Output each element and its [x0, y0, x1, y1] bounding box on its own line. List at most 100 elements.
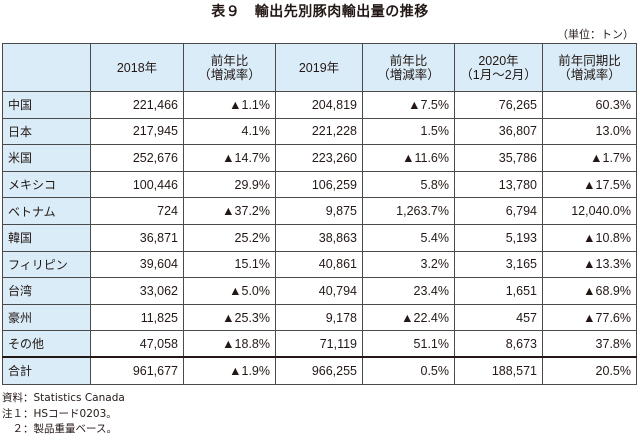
table-title: 表９ 輸出先別豚肉輸出量の推移 [211, 4, 429, 20]
cell-v2020: 35,786 [454, 144, 543, 172]
cell-r2018: 25.2% [183, 223, 276, 252]
cell-v2020: 5,193 [454, 223, 543, 252]
header-2020: 2020年 （1月〜2月） [454, 43, 543, 92]
cell-v2018: 100,446 [90, 170, 184, 199]
cell-r2020: ▲1.7% [542, 144, 637, 172]
cell-r2019: 3.2% [362, 250, 455, 279]
cell-v2018: 217,945 [90, 117, 184, 146]
cell-r2018: ▲1.9% [183, 356, 276, 385]
source-note: 資料：Statistics Canada [2, 392, 125, 404]
cell-v2018: 724 [90, 197, 184, 225]
cell-r2019: 23.4% [362, 277, 455, 305]
table-row: その他 47,058 ▲18.8% 71,119 51.1% 8,673 37.8% [2, 330, 637, 358]
cell-v2018: 961,677 [90, 356, 184, 385]
table-row: 台湾 33,062 ▲5.0% 40,794 23.4% 1,651 ▲68.9% [2, 277, 637, 305]
header-ratio-2020-line1: 前年同期比 [558, 53, 621, 68]
header-ratio-2019-line1: 前年比 [389, 53, 428, 68]
cell-v2019: 204,819 [275, 91, 363, 119]
country-name: 中国 [2, 91, 91, 119]
cell-v2019: 221,228 [275, 117, 363, 146]
country-name: 台湾 [2, 277, 91, 305]
country-name: その他 [2, 330, 91, 358]
cell-r2019: 0.5% [362, 356, 455, 385]
cell-v2019: 9,875 [275, 197, 363, 225]
cell-v2020: 76,265 [454, 91, 543, 119]
cell-v2018: 39,604 [90, 250, 184, 279]
country-name: 韓国 [2, 223, 91, 252]
table-row: フィリピン 39,604 15.1% 40,861 3.2% 3,165 ▲13.3% [2, 250, 637, 279]
country-name: 合計 [2, 356, 91, 385]
cell-v2019: 966,255 [275, 356, 363, 385]
cell-r2018: 15.1% [183, 250, 276, 279]
cell-r2020: ▲13.3% [542, 250, 637, 279]
cell-r2018: ▲25.3% [183, 303, 276, 332]
header-ratio-2020: 前年同期比 （増減率） [542, 43, 637, 92]
header-2018: 2018年 [90, 43, 184, 92]
header-2020-line1: 2020年 [478, 53, 519, 68]
country-name: ベトナム [2, 197, 91, 225]
cell-r2018: ▲18.8% [183, 330, 276, 358]
cell-v2019: 9,178 [275, 303, 363, 332]
cell-v2018: 36,871 [90, 223, 184, 252]
cell-v2020: 188,571 [454, 356, 543, 385]
cell-v2019: 40,794 [275, 277, 363, 305]
cell-r2019: ▲11.6% [362, 144, 455, 172]
table-row: 韓国 36,871 25.2% 38,863 5.4% 5,193 ▲10.8% [2, 223, 637, 252]
country-name: 日本 [2, 117, 91, 146]
cell-v2019: 106,259 [275, 170, 363, 199]
cell-r2020: 20.5% [542, 356, 637, 385]
header-ratio-2018-line1: 前年比 [210, 53, 249, 68]
cell-r2019: ▲22.4% [362, 303, 455, 332]
cell-v2019: 38,863 [275, 223, 363, 252]
unit-label: （単位：トン） [557, 28, 634, 41]
header-2019: 2019年 [275, 43, 363, 92]
table-row: 豪州 11,825 ▲25.3% 9,178 ▲22.4% 457 ▲77.6% [2, 303, 637, 332]
table-row: 中国 221,466 ▲1.1% 204,819 ▲7.5% 76,265 60.3% [2, 91, 637, 119]
header-2020-line2: （1月〜2月） [460, 67, 537, 82]
cell-v2020: 13,780 [454, 170, 543, 199]
cell-r2020: ▲68.9% [542, 277, 637, 305]
cell-r2018: ▲5.0% [183, 277, 276, 305]
cell-r2018: 4.1% [183, 117, 276, 146]
country-name: 米国 [2, 144, 91, 172]
cell-v2020: 6,794 [454, 197, 543, 225]
country-name: メキシコ [2, 170, 91, 199]
cell-r2019: 1.5% [362, 117, 455, 146]
cell-v2018: 11,825 [90, 303, 184, 332]
header-ratio-2020-line2: （増減率） [558, 67, 621, 82]
cell-v2018: 33,062 [90, 277, 184, 305]
table-row: 米国 252,676 ▲14.7% 223,260 ▲11.6% 35,786 ▲1.7% [2, 144, 637, 172]
cell-v2020: 457 [454, 303, 543, 332]
cell-r2018: 29.9% [183, 170, 276, 199]
header-ratio-2019-line2: （増減率） [377, 67, 440, 82]
cell-v2019: 71,119 [275, 330, 363, 358]
cell-r2020: ▲17.5% [542, 170, 637, 199]
cell-r2020: 12,040.0% [542, 197, 637, 225]
cell-v2018: 47,058 [90, 330, 184, 358]
cell-v2020: 8,673 [454, 330, 543, 358]
cell-v2020: 1,651 [454, 277, 543, 305]
header-ratio-2018: 前年比 （増減率） [183, 43, 276, 92]
cell-r2019: 5.4% [362, 223, 455, 252]
cell-v2018: 221,466 [90, 91, 184, 119]
cell-r2018: ▲1.1% [183, 91, 276, 119]
table-body: 中国 221,466 ▲1.1% 204,819 ▲7.5% 76,265 60.3% 日本 2… [2, 91, 637, 385]
header-corner [2, 43, 91, 92]
header-ratio-2019: 前年比 （増減率） [362, 43, 455, 92]
cell-v2018: 252,676 [90, 144, 184, 172]
table-notes: 資料：Statistics Canada 注１：HSコード0203。 ２：製品重… [2, 391, 125, 438]
table-row: メキシコ 100,446 29.9% 106,259 5.8% 13,780 ▲17.5% [2, 170, 637, 199]
total-row: 合計 961,677 ▲1.9% 966,255 0.5% 188,571 20.5% [2, 356, 637, 385]
note-1: 注１：HSコード0203。 [2, 407, 117, 420]
cell-r2018: ▲37.2% [183, 197, 276, 225]
cell-r2019: 1,263.7% [362, 197, 455, 225]
header-ratio-2018-line2: （増減率） [198, 67, 261, 82]
cell-r2020: ▲10.8% [542, 223, 637, 252]
cell-r2020: ▲77.6% [542, 303, 637, 332]
country-name: 豪州 [2, 303, 91, 332]
table-row: 日本 217,945 4.1% 221,228 1.5% 36,807 13.0% [2, 117, 637, 146]
country-name: フィリピン [2, 250, 91, 279]
cell-r2020: 37.8% [542, 330, 637, 358]
cell-r2020: 13.0% [542, 117, 637, 146]
cell-v2020: 36,807 [454, 117, 543, 146]
